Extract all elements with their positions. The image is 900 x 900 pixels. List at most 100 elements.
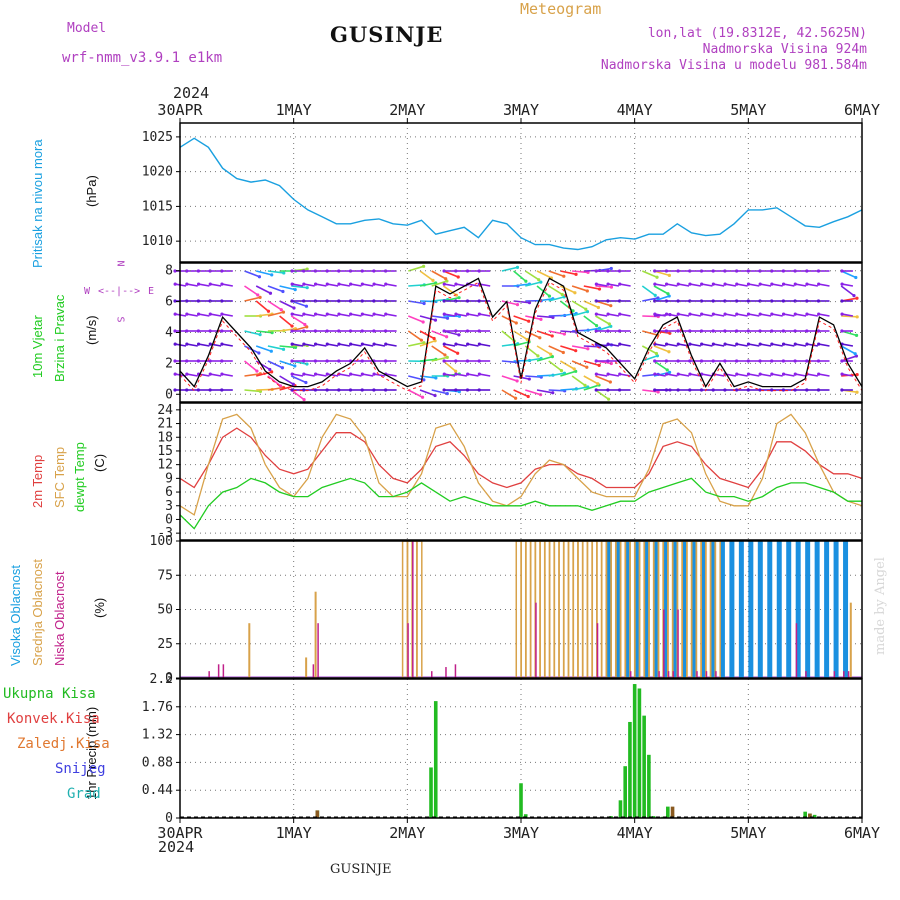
wind-arrow <box>196 359 210 363</box>
wind-arrow <box>290 372 304 377</box>
wind-arrow <box>840 285 856 298</box>
wind-arrow <box>256 330 274 335</box>
wind-arrow <box>348 388 362 392</box>
wind-arrow <box>185 359 198 363</box>
wind-arrow <box>325 342 339 347</box>
wind-arrow <box>641 285 657 298</box>
date-label-top: 3MAY <box>503 101 539 119</box>
date-label-bottom: 2MAY <box>389 824 425 842</box>
y-tick-label: 6 <box>165 295 173 310</box>
wind-arrow <box>676 299 690 303</box>
wind-arrow <box>372 359 385 363</box>
wind-arrow <box>466 342 479 347</box>
wind-arrow <box>372 282 386 287</box>
temp-dewpoint-line <box>179 477 862 530</box>
wind-arrow <box>711 329 725 333</box>
cloud-low-bar <box>217 664 220 678</box>
wind-arrow <box>290 359 303 363</box>
precip-total-bar <box>651 816 656 818</box>
wind-arrow <box>688 299 701 303</box>
y-tick-label: 24 <box>157 403 173 418</box>
wind-arrow <box>384 312 397 317</box>
cloud-high-bar <box>757 541 763 678</box>
cloud-high-bar <box>653 541 659 678</box>
wind-arrow <box>196 299 210 303</box>
wind-arrow <box>454 329 467 333</box>
wind-arrow <box>770 299 783 303</box>
wind-arrow <box>606 359 619 363</box>
wind-arrow <box>816 359 830 363</box>
cloud-high-bar <box>843 541 849 678</box>
wind-arrow <box>208 282 222 287</box>
wind-arrow <box>348 299 362 303</box>
y-tick-label: 6 <box>165 485 173 500</box>
precip-total-bar <box>433 701 438 818</box>
wind-arrow <box>758 329 771 333</box>
cloud-high-bar <box>824 541 830 678</box>
wind-arrow <box>454 342 467 347</box>
wind-arrow <box>711 299 725 303</box>
wind-arrow <box>443 270 460 279</box>
y-tick-label: 0.88 <box>142 755 173 770</box>
wind-arrow <box>583 300 601 310</box>
wind-arrow <box>560 285 577 295</box>
date-label-bottom: 3MAY <box>503 824 539 842</box>
wind-arrow <box>255 370 274 377</box>
wind-arrow <box>664 342 678 347</box>
wind-arrow <box>583 375 600 386</box>
wind-arrow <box>723 312 737 317</box>
wind-arrow <box>711 312 725 317</box>
y-tick-label: 100 <box>150 534 173 549</box>
wind-arrow <box>840 312 854 317</box>
wind-arrow <box>664 388 678 392</box>
legend-conv-rain: Konvek.Kisa <box>7 711 100 727</box>
wind-arrow <box>256 270 274 277</box>
wind-arrow <box>302 359 315 363</box>
wind-arrow <box>290 312 304 317</box>
wind-arrow <box>805 388 818 392</box>
cloud-high-bar <box>710 541 716 678</box>
wind-arrow <box>793 282 807 287</box>
wind-arrow <box>442 360 458 373</box>
wind-arrow <box>244 330 262 337</box>
cloud-high-bar <box>833 541 839 678</box>
y-tick-label: 2 <box>165 356 173 371</box>
wind-arrow <box>840 270 858 280</box>
cloud-low-bar <box>715 671 717 678</box>
wind-arrow <box>606 329 619 333</box>
wind-arrow <box>325 388 339 392</box>
wind-arrow <box>465 329 479 333</box>
wind-arrow <box>583 360 601 368</box>
cloud-low-bar <box>667 671 670 678</box>
wind-arrow <box>548 345 565 355</box>
y-tick-label: 21 <box>157 417 173 432</box>
date-label-bottom: 6MAY <box>844 824 880 842</box>
wind-arrow <box>279 315 294 328</box>
cloud-low-bar <box>412 541 414 678</box>
cloud-low-bar <box>847 671 850 678</box>
cloud-high-bar <box>615 541 621 678</box>
date-label-top: 4MAY <box>617 101 653 119</box>
wind-arrow <box>758 372 772 377</box>
y-tick-label: 0 <box>165 811 173 826</box>
wind-arrow <box>840 269 853 273</box>
wind-arrow <box>244 295 262 302</box>
year-bottom: 2024 <box>158 838 195 856</box>
wind-arrow <box>840 342 854 347</box>
wind-arrow <box>466 312 479 317</box>
wind-arrow <box>477 329 491 333</box>
wind-arrow <box>465 388 479 392</box>
wind-arrow <box>642 389 660 394</box>
wind-arrow <box>477 299 491 303</box>
wind-arrow <box>442 329 456 333</box>
date-label-bottom: 1MAY <box>276 824 312 842</box>
wind-arrow <box>840 329 853 333</box>
wind-arrow <box>606 299 619 303</box>
wind-arrow <box>699 359 713 363</box>
wind-arrow <box>618 269 631 273</box>
wind-arrow <box>290 282 304 287</box>
cloud-low-bar <box>672 671 675 678</box>
cloud-high-bar <box>805 541 811 678</box>
wind-arrow <box>746 312 760 317</box>
legend-hail: Grad <box>67 786 101 802</box>
